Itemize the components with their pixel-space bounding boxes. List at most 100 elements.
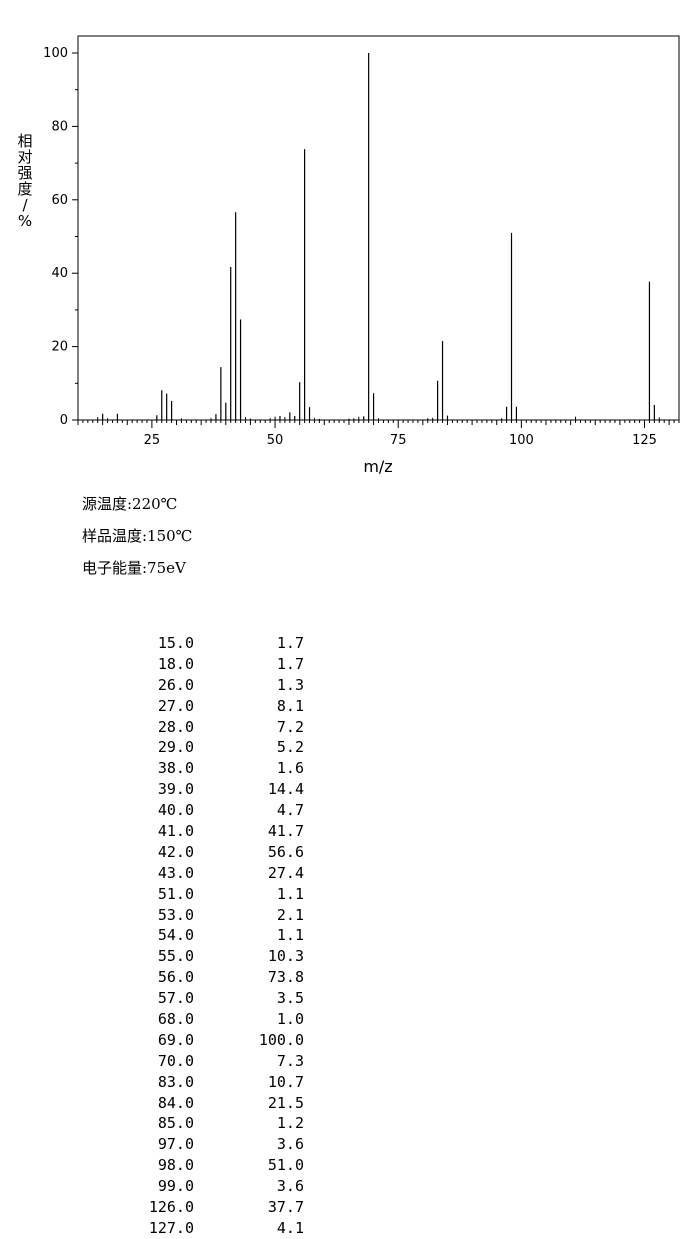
y-tick-label: 60 <box>51 193 68 208</box>
peak-intensity: 73.8 <box>267 968 304 987</box>
x-axis: 25 50 75 100 125 <box>77 420 680 448</box>
table-row: 54.0 1.1 <box>130 925 304 946</box>
table-row: 39.0 14.4 <box>130 779 304 800</box>
peak-intensity: 1.6 <box>276 759 304 778</box>
spectrum-peaks <box>97 53 660 420</box>
table-row: 84.0 21.5 <box>130 1093 304 1114</box>
table-row: 15.0 1.7 <box>130 633 304 654</box>
table-row: 68.0 1.0 <box>130 1009 304 1030</box>
peak-intensity: 27.4 <box>267 863 304 882</box>
peak-intensity: 21.5 <box>267 1093 304 1112</box>
table-row: 29.0 5.2 <box>130 737 304 758</box>
table-row: 83.0 10.7 <box>130 1072 304 1093</box>
table-row: 28.0 7.2 <box>130 717 304 738</box>
peak-mz: 18.0 <box>157 654 194 673</box>
x-tick-label: 50 <box>267 433 284 448</box>
y-tick-label: 40 <box>51 266 68 281</box>
peak-intensity: 4.7 <box>276 801 304 820</box>
table-row: 40.0 4.7 <box>130 800 304 821</box>
table-row: 51.0 1.1 <box>130 884 304 905</box>
peak-intensity: 56.6 <box>267 842 304 861</box>
peak-mz: 56.0 <box>157 968 194 987</box>
source-temperature: 源温度:220℃ <box>82 495 178 513</box>
peak-intensity: 8.1 <box>276 696 304 715</box>
peak-mz: 84.0 <box>157 1093 194 1112</box>
y-tick-label: 100 <box>43 46 68 61</box>
peak-intensity: 1.3 <box>276 675 304 694</box>
peak-intensity: 1.2 <box>276 1114 304 1133</box>
peak-intensity: 1.7 <box>276 634 304 652</box>
y-axis: 0 20 40 60 80 100 <box>43 46 78 428</box>
peak-mz: 57.0 <box>157 989 194 1008</box>
table-row: 55.0 10.3 <box>130 946 304 967</box>
electron-energy: 电子能量:75eV <box>82 559 186 577</box>
peak-intensity: 5.2 <box>276 738 304 757</box>
y-axis-label: 相对强度/% <box>17 132 32 230</box>
peak-mz: 29.0 <box>157 738 194 757</box>
peak-mz: 69.0 <box>157 1030 194 1049</box>
peak-mz: 43.0 <box>157 863 194 882</box>
x-tick-label: 25 <box>144 433 161 448</box>
table-row: 98.0 51.0 <box>130 1155 304 1176</box>
peak-intensity: 37.7 <box>267 1198 304 1217</box>
y-tick-label: 20 <box>51 340 68 355</box>
table-row: 27.0 8.1 <box>130 696 304 717</box>
peak-intensity: 10.7 <box>267 1072 304 1091</box>
table-row: 53.0 2.1 <box>130 905 304 926</box>
peak-mz: 38.0 <box>157 759 194 778</box>
peak-intensity: 14.4 <box>267 780 304 799</box>
peak-mz: 85.0 <box>157 1114 194 1133</box>
peak-intensity: 3.6 <box>276 1177 304 1196</box>
table-row: 127.0 4.1 <box>130 1218 304 1239</box>
peak-mz: 15.0 <box>157 634 194 652</box>
table-row: 42.0 56.6 <box>130 842 304 863</box>
table-row: 97.0 3.6 <box>130 1134 304 1155</box>
peak-intensity: 7.2 <box>276 717 304 736</box>
table-row: 18.0 1.7 <box>130 654 304 675</box>
peak-intensity: 3.6 <box>276 1135 304 1154</box>
peak-intensity: 41.7 <box>267 822 304 841</box>
peak-mz: 54.0 <box>157 926 194 945</box>
table-row: 126.0 37.7 <box>130 1197 304 1218</box>
table-row: 69.0 100.0 <box>130 1030 304 1051</box>
y-axis-label-text: 相对强度/% <box>17 132 32 230</box>
peak-mz: 126.0 <box>148 1198 194 1217</box>
table-row: 70.0 7.3 <box>130 1051 304 1072</box>
peak-intensity: 51.0 <box>267 1156 304 1175</box>
y-tick-label: 0 <box>60 413 68 428</box>
peak-mz: 70.0 <box>157 1051 194 1070</box>
peak-mz: 39.0 <box>157 780 194 799</box>
peak-mz: 55.0 <box>157 947 194 966</box>
peak-intensity: 100.0 <box>258 1030 304 1049</box>
peak-intensity: 1.1 <box>276 884 304 903</box>
peak-mz: 99.0 <box>157 1177 194 1196</box>
peak-mz: 41.0 <box>157 822 194 841</box>
peak-mz: 51.0 <box>157 884 194 903</box>
peak-mz: 40.0 <box>157 801 194 820</box>
sample-temperature: 样品温度:150℃ <box>82 527 193 545</box>
table-row: 85.0 1.2 <box>130 1113 304 1134</box>
x-tick-label: 75 <box>390 433 407 448</box>
peak-intensity: 7.3 <box>276 1051 304 1070</box>
peak-intensity: 1.0 <box>276 1010 304 1029</box>
x-axis-label: m/z <box>363 457 392 476</box>
peak-mz: 26.0 <box>157 675 194 694</box>
peak-intensity: 10.3 <box>267 947 304 966</box>
x-tick-label: 125 <box>632 433 657 448</box>
table-row: 56.0 73.8 <box>130 967 304 988</box>
peak-intensity: 4.1 <box>276 1218 304 1237</box>
table-row: 41.0 41.7 <box>130 821 304 842</box>
table-row: 57.0 3.5 <box>130 988 304 1009</box>
peak-mz: 42.0 <box>157 842 194 861</box>
table-row: 38.0 1.6 <box>130 758 304 779</box>
peak-intensity: 1.7 <box>276 654 304 673</box>
mass-spectrum-chart: 0 20 40 60 80 100 25 50 75 100 125 m/z 相对强度/% <box>17 35 680 476</box>
table-row: 43.0 27.4 <box>130 863 304 884</box>
peak-mz: 83.0 <box>157 1072 194 1091</box>
x-tick-label: 100 <box>509 433 534 448</box>
peak-intensity: 2.1 <box>276 905 304 924</box>
peak-mz: 53.0 <box>157 905 194 924</box>
peak-mz: 28.0 <box>157 717 194 736</box>
y-tick-label: 80 <box>51 119 68 134</box>
peak-intensity: 1.1 <box>276 926 304 945</box>
